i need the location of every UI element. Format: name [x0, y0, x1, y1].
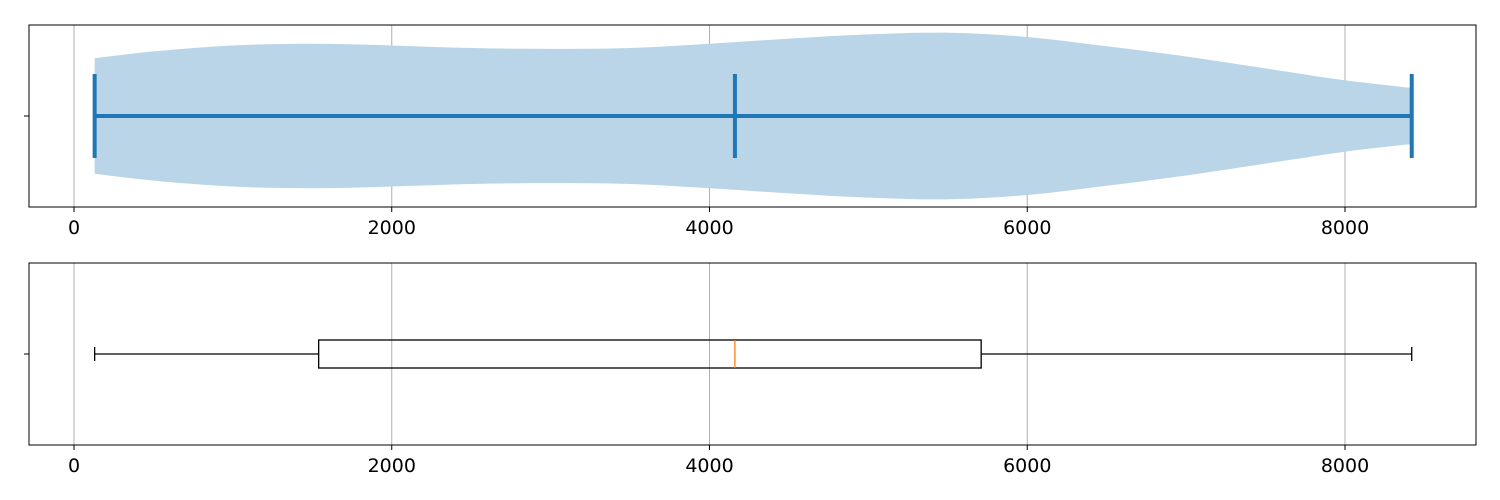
box-panel: 0 2000 4000 6000 8000	[24, 262, 1477, 477]
x-tick-label-6000: 6000	[1003, 217, 1051, 239]
x-tick-label-4000: 4000	[685, 217, 733, 239]
x-tick-label-8000: 8000	[1321, 455, 1369, 477]
x-tick-label-0: 0	[68, 455, 80, 477]
box-iqr	[318, 339, 982, 369]
x-tick-label-6000: 6000	[1003, 455, 1051, 477]
x-tick-label-0: 0	[68, 217, 80, 239]
x-tick-label-4000: 4000	[685, 455, 733, 477]
x-tick-label-2000: 2000	[368, 217, 416, 239]
violin-panel: 0 2000 4000 6000 8000	[24, 24, 1477, 239]
axes-frame	[28, 24, 1477, 208]
x-tick-label-8000: 8000	[1321, 217, 1369, 239]
axes-frame	[28, 262, 1477, 446]
x-tick-label-2000: 2000	[368, 455, 416, 477]
